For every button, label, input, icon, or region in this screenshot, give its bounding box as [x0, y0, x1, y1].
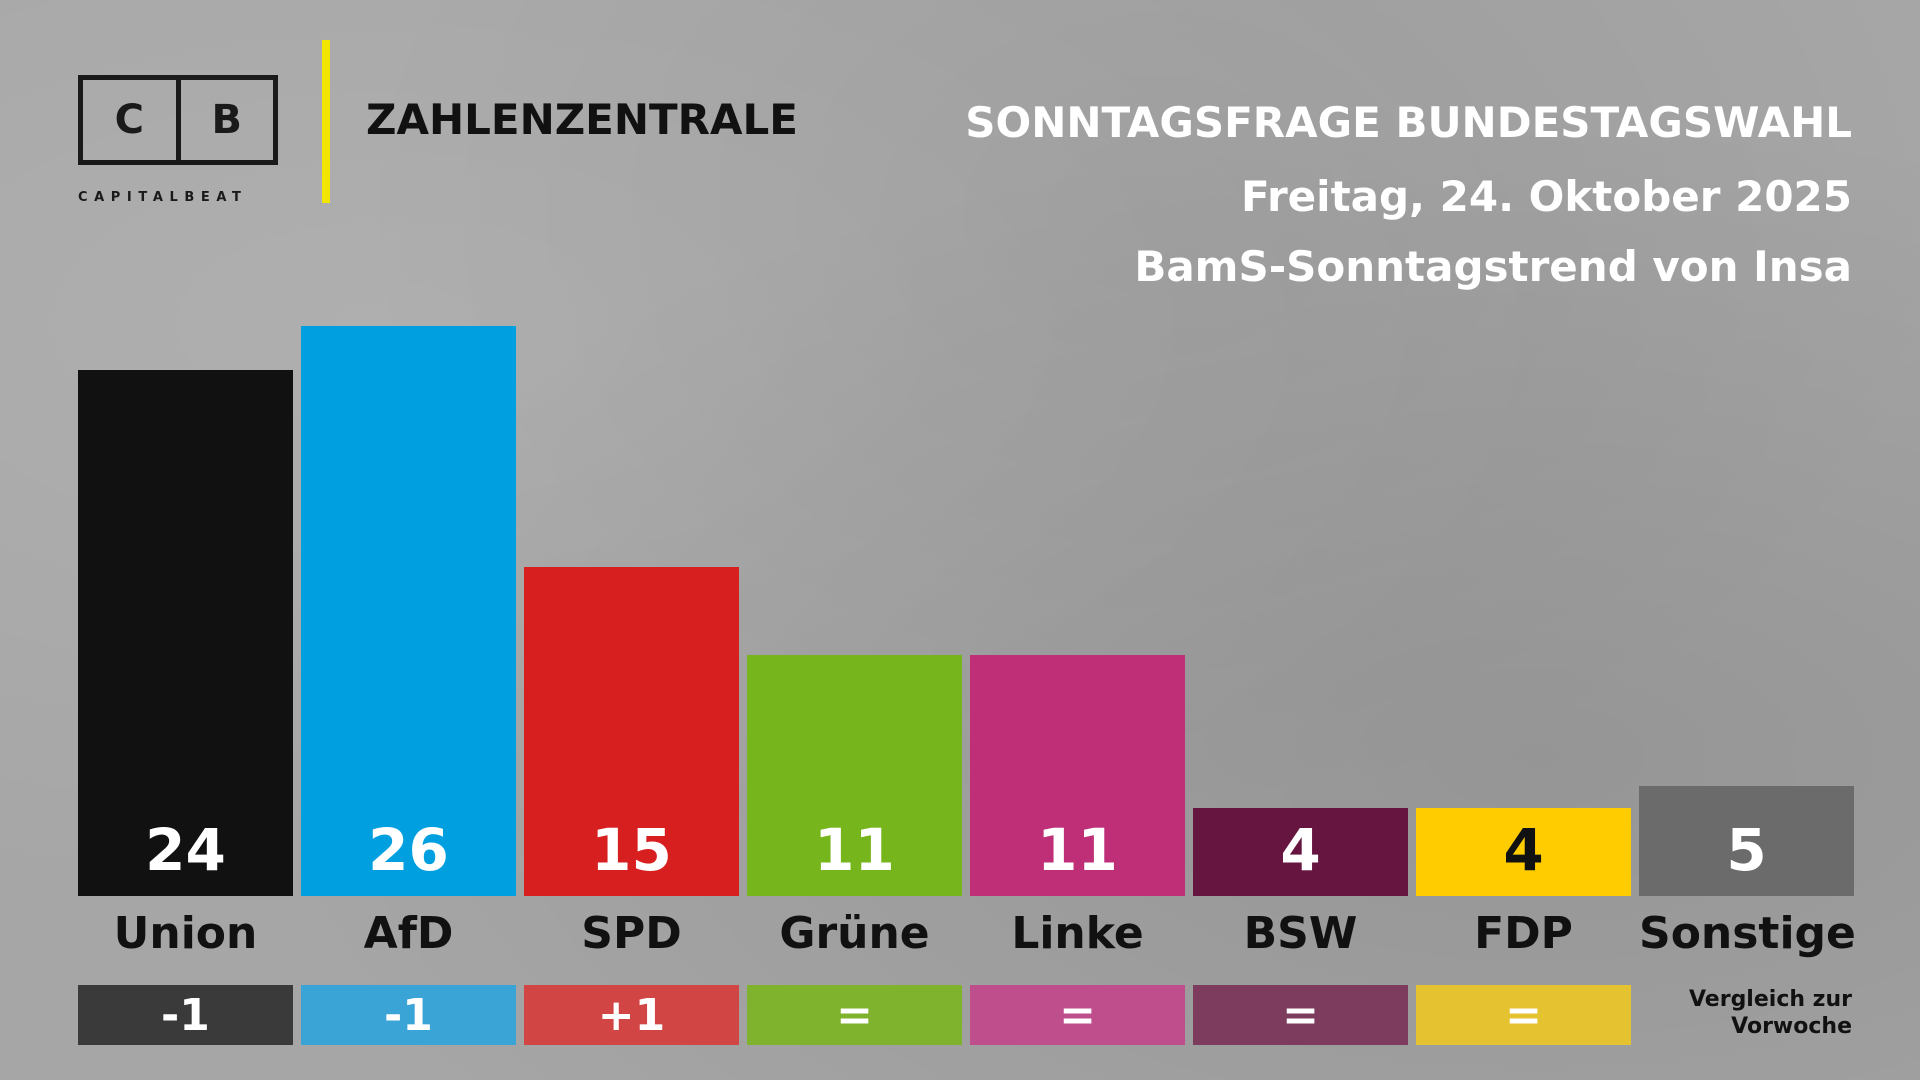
- change-badge-gruene: =: [747, 985, 962, 1045]
- bar-union: [78, 369, 293, 896]
- change-badge-spd: +1: [524, 985, 739, 1045]
- value-label-union: 24: [145, 816, 226, 884]
- change-badge-linke: =: [970, 985, 1185, 1045]
- brand-title: ZAHLENZENTRALE: [366, 95, 798, 144]
- category-label-spd: SPD: [581, 908, 682, 959]
- yellow-divider: [322, 40, 330, 203]
- change-badge-afd: -1: [301, 985, 516, 1045]
- category-label-union: Union: [113, 908, 258, 959]
- bar-fdp: [1416, 808, 1631, 896]
- category-label-linke: Linke: [1011, 908, 1144, 959]
- comparison-note-line1: Vergleich zur: [1688, 987, 1852, 1012]
- value-label-gruene: 11: [814, 816, 895, 884]
- category-label-sonstige: Sonstige: [1639, 908, 1856, 959]
- logo-letter-b: B: [175, 80, 274, 160]
- bar-linke: [970, 654, 1185, 896]
- capitalbeat-logo: C B: [78, 75, 278, 165]
- category-label-fdp: FDP: [1474, 908, 1573, 959]
- comparison-note-line2: Vorwoche: [1731, 1014, 1852, 1039]
- change-badge-fdp: =: [1416, 985, 1631, 1045]
- value-label-linke: 11: [1037, 816, 1118, 884]
- logo-letter-c: C: [114, 97, 144, 143]
- change-badge-bsw: =: [1193, 985, 1408, 1045]
- bar-bsw: [1193, 808, 1408, 896]
- bar-gruene: [747, 654, 962, 896]
- comparison-note: Vergleich zur Vorwoche: [1689, 986, 1852, 1040]
- chart-title: SONNTAGSFRAGE BUNDESTAGSWAHL: [965, 98, 1852, 147]
- value-label-bsw: 4: [1280, 816, 1321, 884]
- chart-date: Freitag, 24. Oktober 2025: [1240, 172, 1852, 221]
- value-label-spd: 15: [591, 816, 672, 884]
- category-label-bsw: BSW: [1243, 908, 1358, 959]
- bar-afd: [301, 326, 516, 896]
- value-label-afd: 26: [368, 816, 449, 884]
- category-label-gruene: Grüne: [779, 908, 930, 959]
- bar-spd: [524, 567, 739, 896]
- logo-subtitle: CAPITALBEAT: [78, 190, 248, 205]
- value-label-sonstige: 5: [1726, 816, 1767, 884]
- chart-source: BamS-Sonntagstrend von Insa: [1134, 242, 1852, 291]
- category-label-afd: AfD: [363, 908, 454, 959]
- bar-sonstige: [1639, 786, 1854, 896]
- value-label-fdp: 4: [1503, 816, 1544, 884]
- change-badge-union: -1: [78, 985, 293, 1045]
